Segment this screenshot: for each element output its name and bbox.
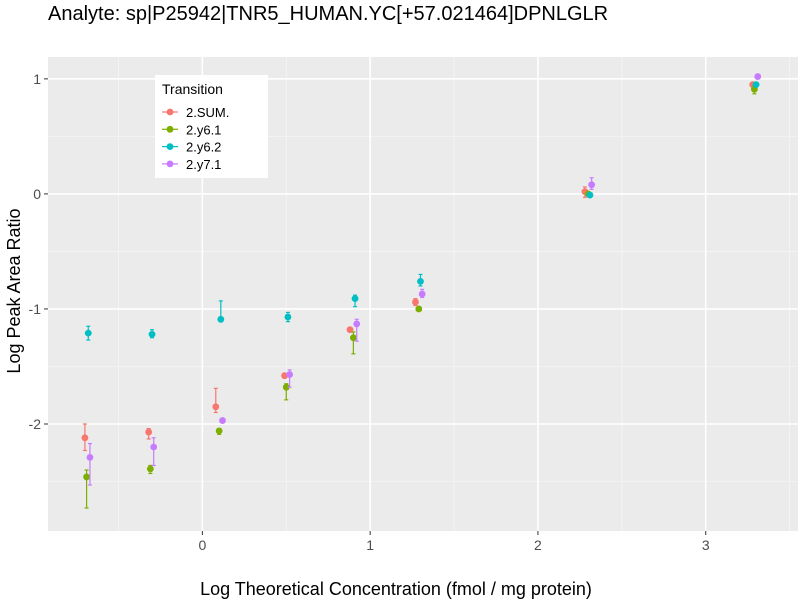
data-point <box>212 403 220 411</box>
legend-label: 2.y6.1 <box>186 122 221 137</box>
data-point <box>415 305 423 313</box>
data-point <box>752 81 760 89</box>
data-point <box>217 315 225 323</box>
data-point <box>586 191 594 199</box>
data-point <box>84 329 92 337</box>
legend-key-point <box>166 160 174 168</box>
legend-key-point <box>166 143 174 151</box>
series <box>84 81 760 341</box>
data-point <box>282 383 290 391</box>
data-point <box>351 295 359 303</box>
data-point <box>146 465 154 473</box>
legend-key-point <box>166 108 174 116</box>
data-point <box>219 417 226 424</box>
series <box>86 73 762 486</box>
legend-items: 2.SUM. 2.y6.1 2.y6.2 2.y7.1 <box>162 105 229 172</box>
x-axis: 0 1 2 3 <box>198 531 710 553</box>
y-tick-label: 1 <box>33 71 41 87</box>
legend-label: 2.y7.1 <box>186 157 221 172</box>
x-tick-label: 2 <box>534 537 542 553</box>
data-point <box>754 73 762 80</box>
data-point <box>349 334 357 342</box>
data-point <box>145 428 153 436</box>
legend: Transition 2.SUM. 2.y6.1 2.y6.2 2.y7.1 <box>155 75 268 178</box>
legend-key-point <box>166 125 174 133</box>
x-tick-label: 0 <box>198 537 206 553</box>
data-point <box>81 434 89 442</box>
data-point <box>418 290 426 298</box>
legend-title: Transition <box>162 81 223 97</box>
chart-title: Analyte: sp|P25942|TNR5_HUMAN.YC[+57.021… <box>48 3 608 25</box>
data-point <box>346 326 354 334</box>
data-point <box>284 313 292 321</box>
data-marks <box>81 73 762 509</box>
data-point <box>83 473 90 481</box>
data-point <box>86 453 94 461</box>
grid-minor <box>48 57 798 531</box>
x-tick-label: 1 <box>366 537 374 553</box>
y-tick-label: 0 <box>33 186 41 202</box>
series <box>83 85 758 509</box>
data-point <box>286 371 294 378</box>
y-axis-title: Log Peak Area Ratio <box>4 208 24 373</box>
y-tick-label: -2 <box>29 416 42 432</box>
y-axis: 1 0 -1 -2 <box>29 71 48 432</box>
data-point <box>412 298 419 306</box>
y-tick-label: -1 <box>29 301 42 317</box>
legend-label: 2.SUM. <box>186 105 229 120</box>
legend-label: 2.y6.2 <box>186 140 221 155</box>
data-point <box>417 277 424 285</box>
data-point <box>588 181 596 189</box>
legend-box <box>155 75 268 178</box>
data-point <box>353 320 361 328</box>
data-point <box>148 330 156 338</box>
data-point <box>215 427 223 435</box>
x-axis-title: Log Theoretical Concentration (fmol / mg… <box>200 579 592 599</box>
data-point <box>150 443 158 451</box>
x-tick-label: 3 <box>702 537 710 553</box>
